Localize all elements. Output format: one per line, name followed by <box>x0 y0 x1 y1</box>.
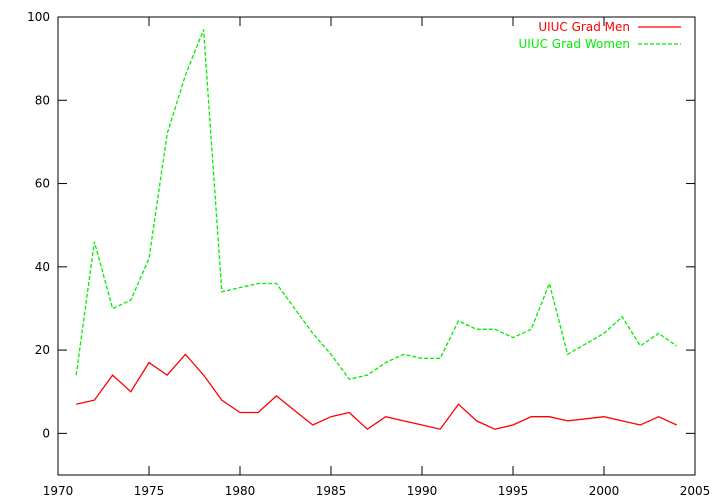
x-tick-label: 2005 <box>680 484 711 498</box>
legend-label-1: UIUC Grad Men <box>538 20 630 34</box>
plot-frame <box>57 16 696 476</box>
y-tick-label: 100 <box>27 10 50 24</box>
y-tick-label: 80 <box>35 93 50 107</box>
series-line-1 <box>76 353 678 431</box>
series-line-2 <box>75 29 678 380</box>
x-tick-label: 2000 <box>589 484 620 498</box>
legend-label-2: UIUC Grad Women <box>519 37 631 51</box>
x-tick-label: 1970 <box>43 484 74 498</box>
x-tick-label: 1980 <box>225 484 256 498</box>
y-tick-label: 0 <box>42 426 50 440</box>
x-axis: 1970 1975 1980 1985 1990 1995 2000 2005 <box>43 17 711 498</box>
series-group <box>75 29 678 431</box>
legend: UIUC Grad Men UIUC Grad Women <box>519 20 681 51</box>
y-tick-label: 20 <box>35 343 50 357</box>
x-tick-label: 1975 <box>134 484 165 498</box>
y-tick-label: 40 <box>35 260 50 274</box>
x-tick-label: 1990 <box>407 484 438 498</box>
y-axis: 0 20 40 60 80 100 <box>27 10 695 440</box>
y-tick-label: 60 <box>35 177 50 191</box>
x-tick-label: 1995 <box>498 484 529 498</box>
x-tick-label: 1985 <box>316 484 347 498</box>
